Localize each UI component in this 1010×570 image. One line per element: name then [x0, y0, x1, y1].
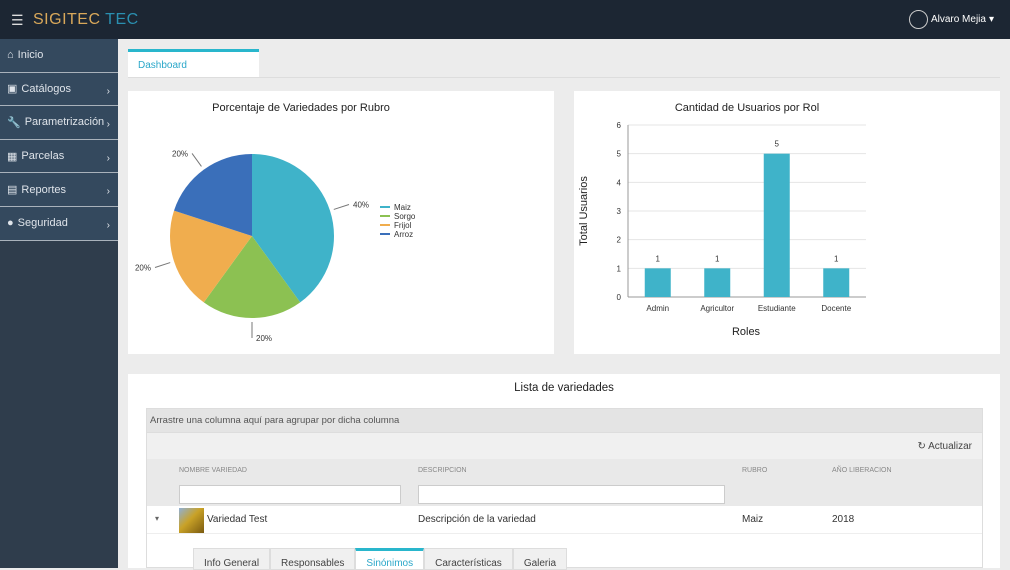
y-tick-label: 4	[617, 178, 622, 187]
cell-anio: 2018	[832, 514, 855, 525]
variety-thumbnail	[179, 508, 204, 533]
chevron-right-icon: ›	[106, 186, 110, 198]
x-tick-label: Estudiante	[758, 304, 796, 313]
tab-divider	[128, 77, 1000, 78]
bar-estudiante	[763, 153, 790, 297]
tab-dashboard[interactable]: Dashboard	[128, 49, 259, 77]
bar-data-label: 1	[656, 254, 661, 263]
pie-label-leader	[154, 262, 171, 268]
x-tick-label: Agricultor	[700, 304, 734, 313]
sidebar-item-reportes[interactable]: ▤ Reportes ›	[0, 173, 118, 207]
bar-data-label: 1	[715, 254, 720, 263]
pie-data-label: 40%	[353, 200, 369, 209]
pie-chart-title: Porcentaje de Variedades por Rubro	[212, 102, 390, 114]
sidebar: ⌂ Inicio ▣ Catálogos › 🔧 Parametrización › ▦ P…	[0, 39, 118, 568]
sidebar-item-seguridad[interactable]: ● Seguridad ›	[0, 206, 118, 241]
chevron-right-icon: ›	[106, 152, 110, 164]
cell-nombre: Variedad Test	[207, 514, 268, 525]
grid-toolbar: ↻ Actualizar	[147, 432, 982, 459]
chevron-right-icon: ›	[106, 219, 110, 231]
y-tick-label: 6	[617, 121, 622, 130]
pie-slice-maiz	[252, 154, 334, 303]
user-icon: ●	[7, 217, 14, 230]
legend-entry: Frijol	[394, 221, 412, 230]
column-header-rubro[interactable]: RUBRO	[742, 467, 768, 474]
pie-slice-sorgo	[203, 236, 301, 318]
user-menu[interactable]: Alvaro Mejia ▾	[908, 10, 994, 29]
bar-data-label: 1	[834, 254, 839, 263]
sidebar-item-parametrizacion[interactable]: 🔧 Parametrización ›	[0, 106, 118, 140]
group-drop-area[interactable]: Arrastre una columna aquí para agrupar p…	[147, 409, 982, 432]
tab-info-general[interactable]: Info General	[193, 548, 271, 570]
refresh-button[interactable]: ↻ Actualizar	[917, 441, 972, 452]
avatar	[908, 10, 928, 29]
sidebar-item-inicio[interactable]: ⌂ Inicio	[0, 39, 118, 73]
bar-chart-title: Cantidad de Usuarios por Rol	[674, 102, 820, 114]
top-header: ☰ SIGITEC TEC Alvaro Mejia ▾	[0, 0, 1010, 39]
sidebar-item-catalogos[interactable]: ▣ Catálogos ›	[0, 72, 118, 107]
filter-nombre-input[interactable]	[179, 485, 401, 504]
x-tick-label: Docente	[821, 304, 851, 313]
tab-sinonimos[interactable]: Sinónimos	[355, 548, 425, 570]
book-icon: ▤	[7, 184, 18, 197]
variety-grid: Arrastre una columna aquí para agrupar p…	[146, 408, 983, 570]
pie-slice-arroz	[174, 154, 252, 236]
pie-slice-frijol	[170, 210, 252, 303]
cell-descripcion: Descripción de la variedad	[418, 514, 536, 525]
pie-data-label: 20%	[135, 264, 151, 273]
legend-entry: Arroz	[394, 230, 413, 239]
x-axis-title: Roles	[732, 326, 761, 338]
bar-data-label: 5	[775, 140, 780, 149]
bar-docente	[823, 268, 850, 297]
caret-down-icon: ▾	[988, 14, 994, 25]
tab-caracteristicas[interactable]: Características	[424, 548, 513, 570]
pie-data-label: 20%	[256, 334, 272, 343]
column-header-nombre[interactable]: NOMBRE VARIEDAD	[179, 467, 247, 474]
pie-label-leader	[191, 153, 202, 167]
legend-entry: Maiz	[394, 203, 411, 212]
wrench-icon: 🔧	[7, 116, 21, 129]
tab-responsables[interactable]: Responsables	[270, 548, 356, 570]
app-logo[interactable]: SIGITEC TEC	[33, 11, 139, 28]
expand-toggle-icon[interactable]: ▾	[155, 514, 160, 523]
filter-descripcion-input[interactable]	[418, 485, 725, 504]
archive-icon: ▣	[7, 83, 18, 96]
y-tick-label: 3	[617, 207, 622, 216]
tab-galeria[interactable]: Galeria	[512, 548, 568, 570]
bar-agricultor	[704, 268, 731, 297]
table-row[interactable]: ▾ Variedad Test Descripción de la varied…	[147, 506, 982, 534]
x-tick-label: Admin	[646, 304, 669, 313]
pie-data-label: 20%	[172, 149, 188, 158]
list-title: Lista de variedades	[514, 382, 614, 394]
sidebar-item-parcelas[interactable]: ▦ Parcelas ›	[0, 139, 118, 174]
y-tick-label: 5	[617, 150, 622, 159]
cell-rubro: Maiz	[742, 514, 764, 525]
y-tick-label: 0	[617, 293, 622, 302]
column-header-descripcion[interactable]: DESCRIPCION	[418, 467, 467, 474]
grid-icon: ▦	[7, 150, 18, 163]
bar-chart: 0 1 2 3 4 5 6 1 Admin 1 Agricultor 5 Estudiante 1 Doce…	[578, 121, 866, 338]
y-tick-label: 2	[617, 236, 622, 245]
bar-chart-panel: Cantidad de Usuarios por Rol 0 1 2 3 4 5 6 1 Adm…	[574, 91, 1000, 354]
hamburger-icon[interactable]: ☰	[11, 12, 24, 28]
y-tick-label: 1	[617, 264, 622, 273]
home-icon: ⌂	[7, 49, 14, 62]
chevron-right-icon: ›	[106, 85, 110, 97]
refresh-icon: ↻	[917, 441, 926, 452]
filter-row	[147, 482, 982, 506]
y-axis-title: Total Usuarios	[578, 176, 590, 246]
pie-label-leader	[333, 204, 350, 210]
pie-chart-panel: Porcentaje de Variedades por Rubro 40% 20…	[128, 91, 554, 354]
grid-header: NOMBRE VARIEDAD DESCRIPCION RUBRO AÑO LI…	[147, 459, 982, 482]
column-header-anio[interactable]: AÑO LIBERACION	[832, 467, 892, 474]
legend-entry: Sorgo	[394, 212, 416, 221]
bar-admin	[644, 268, 671, 297]
chevron-right-icon: ›	[106, 119, 110, 131]
detail-tabs: Info General Responsables Sinónimos Cara…	[193, 548, 568, 570]
